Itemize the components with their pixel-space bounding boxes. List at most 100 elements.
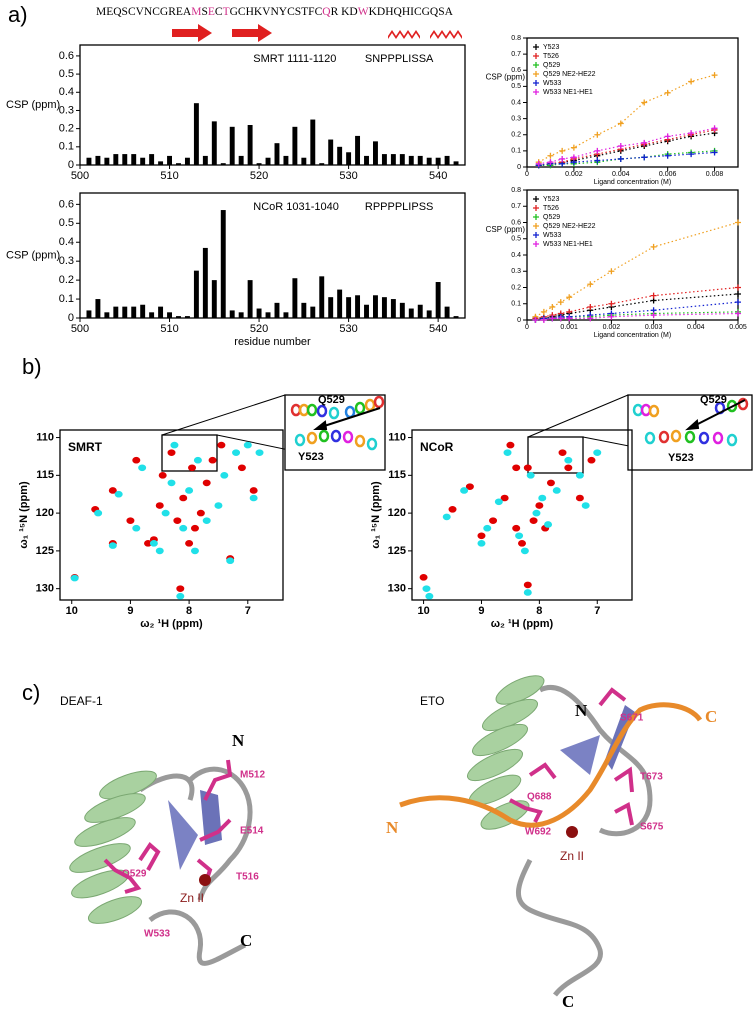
- x-tick-label: 520: [250, 170, 268, 182]
- peak: [208, 456, 217, 464]
- bar: [256, 163, 262, 165]
- residue-label: M512: [240, 770, 265, 781]
- peak: [226, 557, 235, 565]
- bar: [453, 161, 459, 165]
- peak: [170, 441, 179, 449]
- point: [594, 131, 601, 138]
- y-tick-label: 0.4: [511, 99, 521, 106]
- x-tick-label: 510: [160, 170, 178, 182]
- y-tick-label: 125: [36, 545, 54, 557]
- bar: [131, 306, 137, 318]
- y-tick-label: 0.1: [59, 293, 74, 305]
- legend-marker: [533, 214, 539, 220]
- point: [641, 99, 648, 106]
- legend-marker: [533, 89, 539, 95]
- peak: [512, 524, 521, 532]
- x-tick-label: 500: [71, 170, 89, 182]
- y-tick-label: 0.4: [59, 86, 74, 98]
- legend-label: T526: [543, 205, 559, 212]
- legend-label: W533 NE1-HE1: [543, 89, 593, 96]
- point: [711, 72, 718, 79]
- bar: [247, 280, 253, 318]
- y-tick-label: 0.2: [511, 284, 521, 291]
- point: [650, 312, 657, 319]
- peak: [138, 464, 147, 472]
- peak: [179, 524, 188, 532]
- bar: [184, 157, 190, 165]
- peak: [538, 494, 547, 502]
- bar: [337, 146, 343, 165]
- y-tick-label: 110: [388, 431, 406, 443]
- bar: [265, 157, 271, 165]
- y-tick-label: 110: [36, 431, 54, 443]
- peak: [532, 509, 541, 517]
- point: [559, 147, 566, 154]
- peak: [161, 509, 170, 517]
- peak: [593, 449, 602, 456]
- y-tick-label: 0.6: [511, 219, 521, 226]
- point: [570, 154, 577, 161]
- bar: [113, 306, 119, 318]
- peak: [465, 483, 474, 490]
- bar: [229, 126, 235, 165]
- bar: [104, 157, 110, 165]
- plot-frame: [79, 192, 466, 319]
- x-tick-label: 0: [525, 171, 529, 178]
- protein-structure: [399, 675, 703, 997]
- terminus-label: C: [562, 992, 574, 1011]
- y-axis-label: CSP (ppm): [486, 73, 526, 82]
- terminus-label: N: [232, 731, 245, 750]
- y-tick-label: 0.6: [59, 50, 74, 62]
- peak: [190, 524, 199, 532]
- x-tick-label: 0.005: [729, 324, 747, 331]
- peak: [237, 464, 246, 472]
- x-tick-label: 7: [594, 605, 600, 617]
- bar: [301, 302, 307, 318]
- y-tick-label: 0.2: [59, 274, 74, 286]
- y-tick-label: 0.3: [511, 268, 521, 275]
- bar: [158, 306, 164, 318]
- legend-marker: [533, 223, 539, 229]
- x-tick-label: 9: [127, 605, 133, 617]
- peak: [489, 517, 498, 524]
- point: [559, 155, 566, 162]
- y-tick-label: 0: [68, 312, 74, 324]
- bar: [193, 270, 199, 318]
- bar: [184, 316, 190, 318]
- y-tick-label: 0.6: [511, 67, 521, 74]
- peak: [155, 502, 164, 509]
- bar: [435, 282, 441, 318]
- y-tick-label: 120: [388, 507, 406, 519]
- peak: [506, 441, 515, 449]
- peak: [202, 479, 211, 487]
- bar: [167, 155, 172, 165]
- point: [566, 294, 573, 301]
- peak: [546, 479, 555, 487]
- sequence-segment: C: [215, 6, 223, 18]
- peak: [575, 472, 584, 479]
- bar: [355, 295, 361, 318]
- peak: [564, 464, 573, 472]
- x-axis-label: ω₂ ¹H (ppm): [140, 618, 203, 630]
- y-tick-label: 125: [388, 545, 406, 557]
- bar: [256, 308, 262, 318]
- terminus-label: C: [240, 931, 252, 950]
- peak: [176, 592, 185, 600]
- fit-line: [538, 127, 715, 165]
- y-tick-label: 0.5: [59, 217, 74, 229]
- bar: [328, 139, 334, 165]
- peak: [249, 494, 258, 502]
- chart-title: NCoR: [420, 440, 454, 454]
- x-tick-label: 0.008: [706, 171, 724, 178]
- residue-label: S675: [640, 822, 664, 833]
- peak: [126, 517, 135, 524]
- bar: [211, 280, 217, 318]
- point: [650, 292, 657, 299]
- plot-frame: [79, 44, 466, 166]
- residue-label: Q688: [527, 792, 552, 803]
- x-axis-label: Ligand concentration (M): [594, 332, 671, 339]
- fit-line: [535, 221, 739, 318]
- chart-title: SMRT: [68, 440, 103, 454]
- peak: [552, 487, 561, 494]
- inset-label: Q529: [318, 394, 345, 406]
